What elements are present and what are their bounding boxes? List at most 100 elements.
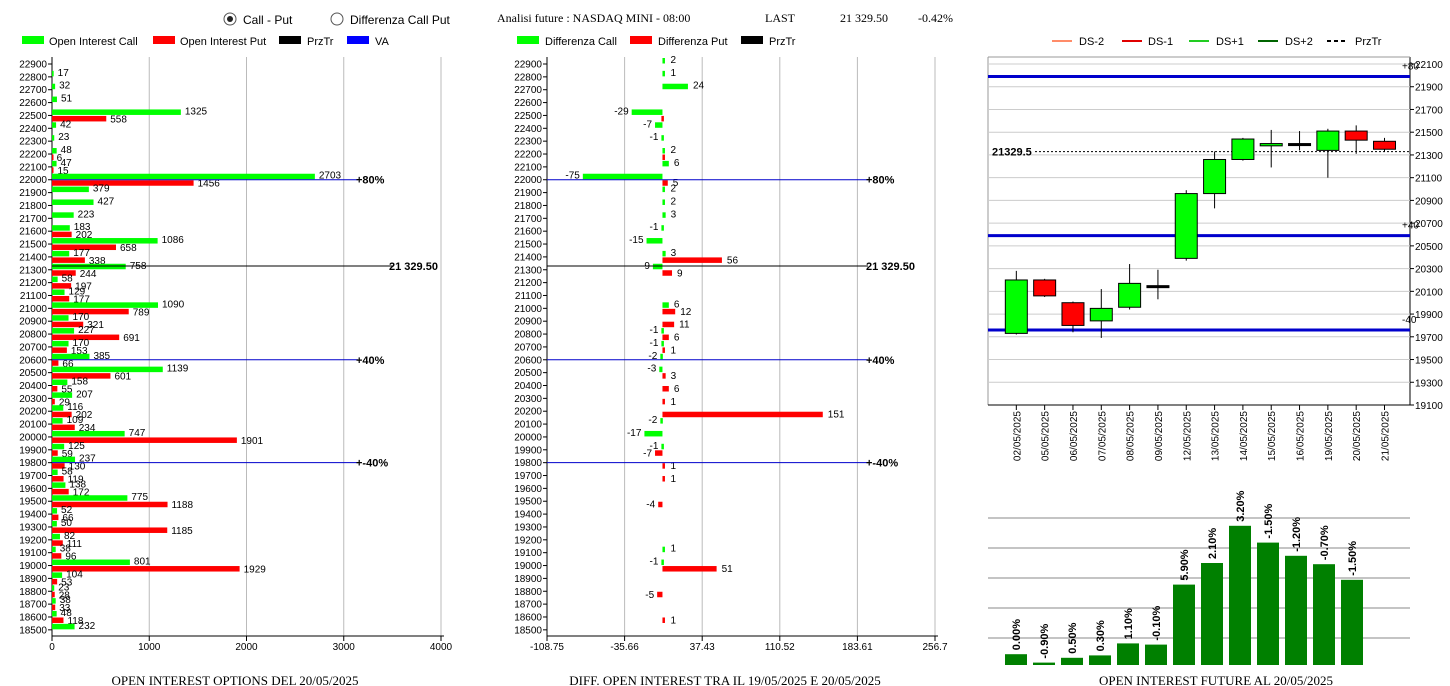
y-tick-label: 21100 — [515, 291, 543, 302]
y-tick-label: 20100 — [514, 420, 542, 431]
radio-diff-call-put[interactable]: Differenza Call Put — [330, 12, 450, 27]
call-value-label: 38 — [60, 544, 72, 555]
put-value-label: 789 — [133, 307, 150, 318]
diff-put-label: 5 — [673, 178, 679, 189]
call-value-label: 227 — [78, 325, 95, 336]
call-bar — [52, 623, 75, 630]
radio-call-put-label[interactable]: Call - Put — [243, 13, 293, 27]
diff-call-bar — [652, 263, 663, 270]
diff-put-label: -7 — [643, 448, 652, 459]
y-tick-label: 19900 — [19, 445, 47, 456]
call-bar — [52, 173, 315, 180]
legend-swatch-diff-prztr — [741, 36, 763, 44]
put-value-label: 172 — [73, 487, 90, 498]
put-value-label: 6 — [57, 153, 63, 164]
candle-up — [1203, 158, 1227, 195]
y-tick-label: 19000 — [514, 561, 542, 572]
y-tick-label: 19500 — [19, 497, 47, 508]
y-tick-label: 20700 — [19, 342, 47, 353]
call-value-label: 82 — [64, 531, 76, 542]
diff-put-label: 151 — [828, 410, 845, 421]
y-tick-label: 20700 — [514, 342, 542, 353]
call-value-label: 38 — [60, 595, 72, 606]
x-tick-label: 09/05/2025 — [1154, 411, 1165, 461]
prztr-label: 21 329.50 — [866, 261, 915, 273]
call-value-label: 1139 — [167, 364, 189, 375]
call-value-label: 47 — [61, 158, 73, 169]
put-value-label: 119 — [68, 475, 84, 486]
diff-put-bar — [662, 154, 665, 161]
oi-future-label: -0.90% — [1039, 624, 1051, 659]
prztr-label: 21329.5 — [992, 147, 1032, 159]
y-tick-label: 21100 — [1415, 174, 1443, 185]
diff-call-bar — [661, 328, 664, 334]
page-title: Analisi future : NASDAQ MINI - 08:00 — [497, 11, 690, 25]
legend-label-candle-prztr: PrzTr — [1355, 36, 1382, 48]
diff-put-bar — [662, 386, 669, 392]
diff-call-bar — [661, 340, 664, 347]
call-value-label: 1090 — [162, 299, 185, 310]
x-tick-label: 08/05/2025 — [1126, 411, 1137, 461]
reference-label: +80% — [356, 175, 385, 187]
y-tick-label: 20500 — [19, 368, 47, 379]
call-value-label: 232 — [79, 621, 96, 632]
y-tick-label: 22100 — [19, 162, 47, 173]
call-bar — [52, 482, 66, 488]
diff-call-bar — [662, 70, 665, 77]
candle-up — [1146, 285, 1170, 289]
y-tick-label: 21900 — [19, 188, 47, 199]
call-value-label: 125 — [68, 441, 85, 452]
diff-call-bar — [661, 443, 664, 450]
y-tick-label: 21500 — [514, 240, 542, 251]
candle-up — [1259, 143, 1283, 147]
call-value-label: 183 — [74, 222, 91, 233]
legend-swatch-put — [153, 36, 175, 44]
y-tick-label: 19600 — [19, 484, 47, 495]
y-tick-label: 20800 — [514, 330, 542, 341]
va-line-label: +80 — [1402, 62, 1419, 73]
put-bar — [52, 308, 129, 315]
diff-call-bar — [662, 186, 665, 193]
call-bar — [52, 315, 69, 321]
put-bar — [52, 604, 56, 611]
put-bar — [52, 167, 54, 173]
last-value: 21 329.50 — [840, 11, 888, 25]
y-tick-label: 20900 — [19, 317, 47, 328]
diff-call-bar — [661, 559, 664, 566]
legend-swatch-diff-call — [517, 36, 539, 44]
y-tick-label: 19800 — [19, 458, 47, 469]
y-tick-label: 19600 — [514, 484, 542, 495]
diff-put-label: 12 — [680, 307, 692, 318]
x-tick-label: 14/05/2025 — [1239, 411, 1250, 461]
y-tick-label: 20000 — [514, 432, 542, 443]
y-tick-label: 19200 — [19, 535, 47, 546]
y-tick-label: 22000 — [514, 175, 542, 186]
put-value-label: 1185 — [171, 526, 193, 537]
put-bar — [52, 501, 168, 508]
diff-put-label: 1 — [670, 615, 676, 626]
diff-oi-chart: -108.75 -35.66 37.43 110.52 183.61 256.7 22900… — [514, 55, 948, 653]
radio-diff-label[interactable]: Differenza Call Put — [350, 13, 450, 27]
radio-diff-circle[interactable] — [330, 12, 344, 26]
y-tick-label: 19400 — [514, 510, 542, 521]
put-bar — [52, 283, 72, 289]
reference-label: +80% — [866, 175, 895, 187]
put-bar — [52, 334, 120, 341]
y-tick-label: 20600 — [19, 355, 47, 366]
radio-call-put[interactable]: Call - Put — [223, 12, 293, 27]
call-bar — [52, 443, 65, 450]
y-tick-label: 18800 — [19, 587, 47, 598]
call-value-label: 109 — [67, 415, 84, 426]
diff-call-label: -1 — [649, 222, 658, 233]
diff-put-label: 3 — [671, 371, 677, 382]
y-tick-label: 21300 — [19, 265, 47, 276]
candle-up — [1118, 282, 1142, 308]
put-bar — [52, 553, 62, 559]
put-value-label: 601 — [114, 372, 131, 383]
diff-call-label: 6 — [674, 299, 680, 310]
diff-call-bar — [662, 160, 669, 167]
put-bar — [52, 437, 237, 443]
y-tick-label: 21300 — [1415, 151, 1443, 162]
legend-label-ds+2: DS+2 — [1285, 36, 1313, 48]
call-value-label: 1325 — [185, 106, 208, 117]
